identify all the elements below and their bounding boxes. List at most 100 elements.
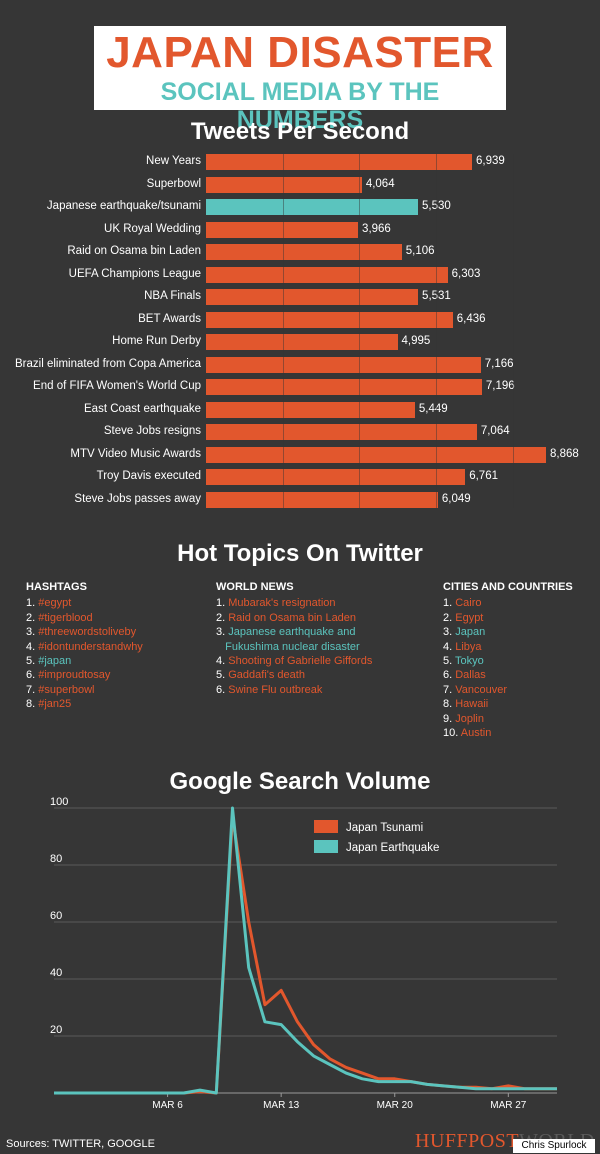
bar-label: East Coast earthquake (84, 402, 201, 415)
bar (206, 356, 481, 373)
list-item-text[interactable]: Gaddafi's death (228, 669, 305, 682)
bar-gridline (282, 154, 284, 508)
credit-label: Chris Spurlock (513, 1139, 595, 1153)
list-item: 4. Shooting of Gabrielle Giffords (216, 654, 372, 668)
bar-value-label: 5,530 (422, 200, 451, 212)
bar-label: MTV Video Music Awards (70, 447, 201, 460)
list-item: 5. Tokyo (443, 654, 573, 668)
list-item-text[interactable]: #superbowl (38, 683, 95, 696)
bar-value-label: 3,966 (362, 222, 391, 235)
list-item-number: 3. (443, 626, 456, 639)
list-item-text[interactable]: #japan (38, 655, 72, 668)
bar-label: Japanese earthquake/tsunami (46, 200, 201, 212)
list-item: 4. #idontunderstandwhy (26, 640, 143, 654)
list-item-text[interactable]: #egypt (38, 597, 72, 610)
list-item-text[interactable]: Tokyo (455, 655, 484, 668)
list-item: 5. #japan (26, 654, 143, 668)
y-tick-label: 40 (50, 967, 62, 979)
bar (206, 199, 419, 215)
hashtags-column: HASHTAGS 1. #egypt 2. #tigerblood 3. #thre… (26, 580, 143, 712)
search-section-title: Google Search Volume (169, 768, 431, 795)
y-tick-label: 100 (50, 796, 68, 808)
list-item-text[interactable]: Mubarak's resignation (228, 597, 336, 610)
bar-value-label: 6,436 (456, 312, 486, 325)
list-item: 7. Vancouver (443, 683, 573, 697)
hashtags-heading: HASHTAGS (26, 581, 87, 593)
list-item-number: 10. (443, 727, 461, 740)
bar (206, 176, 362, 193)
list-item-text[interactable]: Egypt (455, 611, 484, 624)
list-item-text[interactable]: Japanese earthquake and (228, 626, 356, 639)
x-tick-label: MAR 13 (263, 1100, 300, 1111)
page-title: JAPAN DISASTER (106, 28, 494, 77)
list-item: Fukushima nuclear disaster (216, 640, 372, 654)
x-tick-label: MAR 6 (152, 1100, 183, 1111)
world-news-column: WORLD NEWS 1. Mubarak's resignation 2. Ra… (216, 580, 372, 697)
search-volume-line-chart: 100 80 60 40 20 MAR 6 MAR 13 MAR 20 MAR 27 Japan … (50, 796, 557, 1111)
list-item-text[interactable]: Dallas (455, 669, 486, 682)
list-item-number: 5. (216, 669, 229, 682)
list-item-number: 7. (443, 683, 456, 696)
list-item: 3. #threewordstoliveby (26, 625, 143, 639)
list-item-number: 2. (26, 611, 39, 624)
list-item-number: 1. (443, 597, 456, 610)
list-item-number: 4. (443, 640, 456, 653)
bar (206, 491, 438, 508)
hashtags-list: 1. #egypt 2. #tigerblood 3. #threewordstol… (26, 596, 143, 711)
list-item-number: 1. (26, 597, 39, 610)
y-tick-label: 60 (50, 910, 62, 922)
list-item-number: 9. (443, 712, 456, 725)
bar-label: BET Awards (138, 312, 201, 325)
list-item-text[interactable]: Vancouver (455, 683, 508, 696)
bar-value-label: 8,868 (550, 447, 579, 460)
list-item-text[interactable]: Hawaii (455, 698, 489, 711)
bar-value-label: 6,303 (451, 267, 481, 280)
bar-label: Brazil eliminated from Copa America (15, 357, 201, 370)
legend-label: Japan Tsunami (346, 822, 423, 834)
list-item-text[interactable]: Austin (460, 727, 492, 740)
header-banner: JAPAN DISASTER SOCIAL MEDIA BY THE NUMBE… (94, 26, 506, 134)
list-item: 7. #superbowl (26, 683, 143, 697)
series-line-japan-tsunami (54, 815, 557, 1095)
list-item: 1. #egypt (26, 596, 143, 610)
list-item-number: 2. (216, 611, 229, 624)
list-item-text[interactable]: Shooting of Gabrielle Giffords (228, 655, 373, 668)
list-item: 1. Mubarak's resignation (216, 596, 372, 610)
bar-label: Superbowl (146, 177, 201, 190)
bar-value-label: 4,064 (365, 177, 395, 190)
list-item-number: 3. (216, 626, 229, 639)
list-item-text[interactable]: #jan25 (38, 698, 72, 711)
list-item-text[interactable]: Libya (455, 640, 482, 653)
bar-value-label: 7,166 (484, 357, 514, 370)
list-item-text[interactable]: #idontunderstandwhy (38, 640, 143, 653)
bar (206, 289, 419, 305)
bar (206, 311, 453, 328)
bar-value-label: 4,995 (401, 335, 431, 347)
list-item-text[interactable]: #threewordstoliveby (38, 626, 137, 639)
list-item: 2. Raid on Osama bin Laden (216, 611, 372, 625)
list-item-number: 8. (443, 698, 456, 711)
bar-value-label: 7,196 (485, 380, 515, 392)
sources-text: Sources: TWITTER, GOOGLE (6, 1138, 155, 1150)
list-item-text[interactable]: Joplin (455, 712, 484, 725)
list-item-text[interactable]: Swine Flu outbreak (228, 683, 323, 696)
list-item-text[interactable]: #tigerblood (38, 611, 93, 624)
list-item: 8. #jan25 (26, 697, 143, 711)
list-item-number (216, 641, 225, 653)
list-item-text[interactable]: Fukushima nuclear disaster (225, 640, 360, 653)
list-item-text[interactable]: Japan (455, 626, 486, 639)
list-item-number: 4. (216, 655, 229, 668)
list-item-text[interactable]: Raid on Osama bin Laden (228, 611, 357, 624)
bar (206, 221, 359, 238)
bar-gridline (436, 154, 438, 508)
list-item-text[interactable]: Cairo (455, 597, 482, 610)
list-item-text[interactable]: #improudtosay (38, 669, 111, 682)
bar-value-label: 5,449 (418, 402, 448, 415)
list-item: 5. Gaddafi's death (216, 668, 372, 682)
list-item-number: 6. (443, 669, 456, 682)
list-item-number: 4. (26, 640, 39, 653)
cities-column: CITIES AND COUNTRIES 1. Cairo 2. Egypt 3. … (443, 580, 573, 740)
list-item-number: 2. (443, 611, 456, 624)
bar-gridline (359, 154, 361, 508)
legend-swatch (314, 840, 338, 853)
